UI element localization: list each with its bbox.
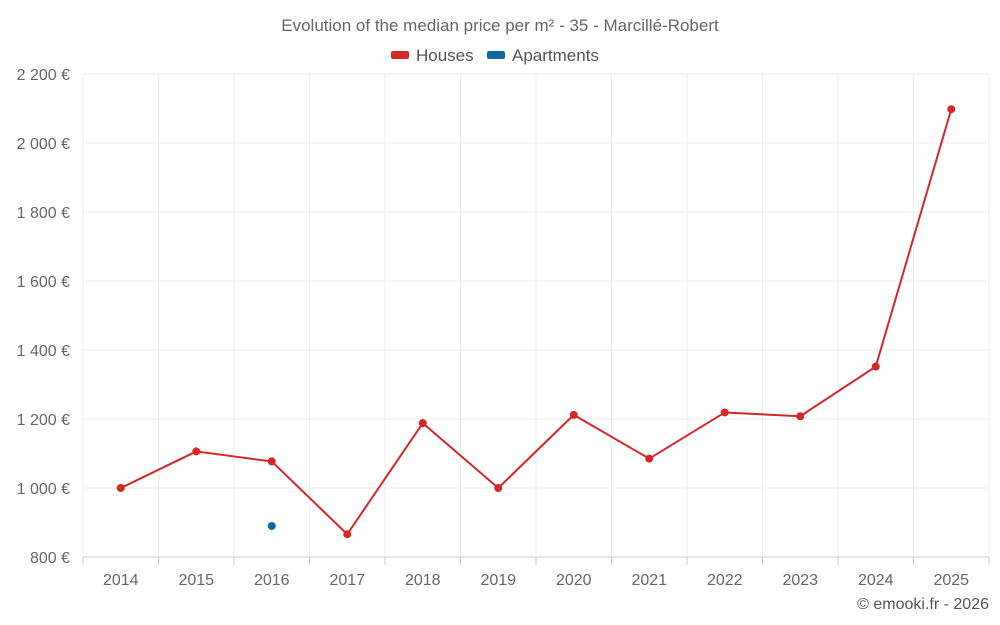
x-tick-label: 2019 xyxy=(480,572,516,589)
data-point-houses[interactable] xyxy=(796,412,805,421)
chart-title: Evolution of the median price per m² - 3… xyxy=(281,16,719,35)
data-point-apartments[interactable] xyxy=(267,521,276,530)
data-point-houses[interactable] xyxy=(947,105,956,114)
data-point-houses[interactable] xyxy=(645,454,654,463)
legend-label-houses[interactable]: Houses xyxy=(416,46,474,65)
y-tick-label: 1 000 € xyxy=(17,481,70,498)
data-point-houses[interactable] xyxy=(720,408,729,417)
data-point-houses[interactable] xyxy=(116,484,125,492)
series-line-houses xyxy=(120,108,953,536)
legend-label-apartments[interactable]: Apartments xyxy=(512,46,599,65)
y-tick-label: 1 600 € xyxy=(17,274,70,291)
y-tick-label: 2 000 € xyxy=(17,136,70,153)
y-tick-label: 2 200 € xyxy=(17,67,70,84)
x-tick-label: 2018 xyxy=(405,572,441,589)
data-point-houses[interactable] xyxy=(267,457,276,466)
data-point-houses[interactable] xyxy=(871,362,880,371)
x-tick-label: 2020 xyxy=(556,572,592,589)
series-layer xyxy=(116,105,956,539)
x-tick-label: 2021 xyxy=(631,572,667,589)
legend-swatch-houses[interactable] xyxy=(391,51,409,59)
data-point-houses[interactable] xyxy=(569,410,578,419)
x-tick-label: 2025 xyxy=(933,572,969,589)
y-tick-label: 1 400 € xyxy=(17,343,70,360)
data-point-houses[interactable] xyxy=(192,447,201,456)
legend-swatch-apartments[interactable] xyxy=(487,51,505,59)
y-tick-label: 1 800 € xyxy=(17,205,70,222)
credit-text: © emooki.fr - 2026 xyxy=(857,596,989,613)
grid xyxy=(82,73,990,565)
y-tick-label: 1 200 € xyxy=(17,412,70,429)
y-tick-label: 800 € xyxy=(30,550,70,567)
x-tick-label: 2016 xyxy=(254,572,290,589)
x-axis-labels: 2014 2015 2016 2017 2018 2019 2020 2021 2022 2023… xyxy=(103,572,969,589)
data-point-houses[interactable] xyxy=(494,484,503,492)
x-tick-label: 2023 xyxy=(782,572,818,589)
data-point-houses[interactable] xyxy=(343,530,352,539)
data-point-houses[interactable] xyxy=(418,419,427,428)
y-axis-labels: 800 € 1 000 € 1 200 € 1 400 € 1 600 € 1 800 €… xyxy=(17,67,70,567)
x-tick-label: 2015 xyxy=(178,572,214,589)
x-tick-label: 2014 xyxy=(103,572,139,589)
legend: Houses Apartments xyxy=(391,46,599,65)
x-tick-label: 2017 xyxy=(329,572,365,589)
x-tick-label: 2022 xyxy=(707,572,743,589)
x-tick-label: 2024 xyxy=(858,572,894,589)
